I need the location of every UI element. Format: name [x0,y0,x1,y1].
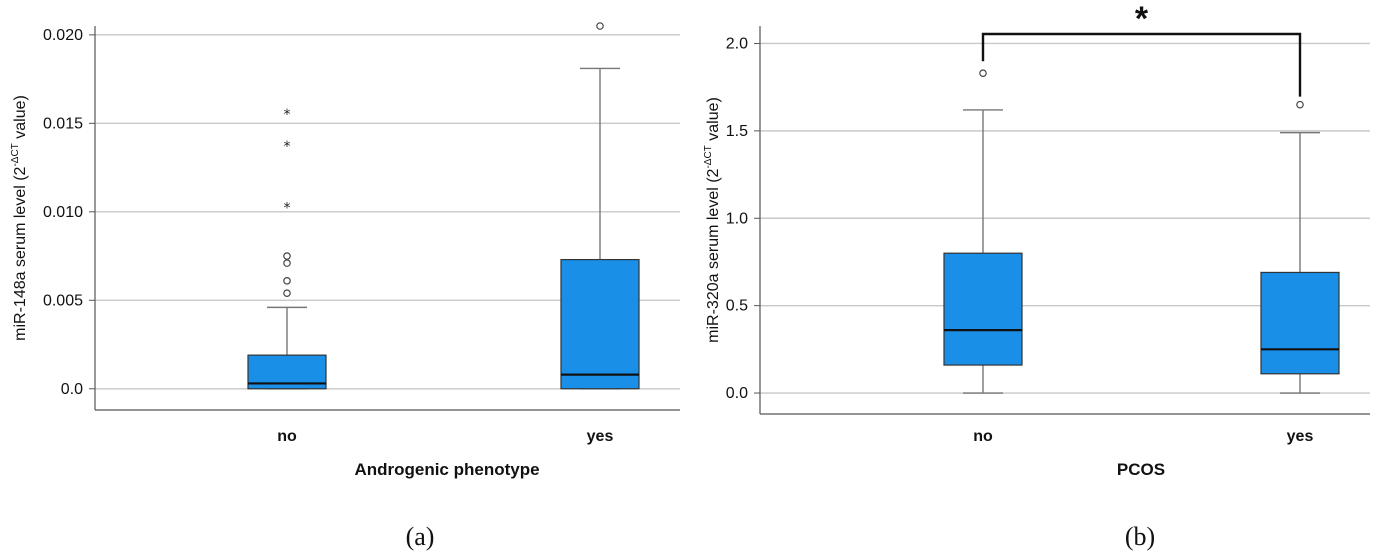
y-axis-label-suffix: value) [705,97,722,145]
outlier-point [283,259,291,267]
outlier-point [596,22,604,30]
outlier-point [979,69,987,77]
panel-label: (a) [406,522,435,551]
chart-panel-b: 0.0 0.5 1.0 1.5 2.0 no yes * PCOS miR-320a serum … [703,0,1370,551]
y-axis-label: miR-148a serum level (2-ΔCT value) [10,95,29,341]
significance-bracket [981,32,1302,97]
y-tick-label: 1.0 [726,210,748,227]
extreme-point: * [284,139,291,155]
x-axis-label: Androgenic phenotype [354,460,539,479]
x-axis-label: PCOS [1117,460,1165,479]
extreme-point: * [284,201,291,217]
y-tick-label: 0.020 [43,27,83,44]
outlier-point [283,277,291,285]
panel-label: (b) [1125,522,1155,551]
y-axis-label-superscript: -ΔCT [703,145,714,168]
box-no: * * * [247,107,327,390]
y-tick-label: 0.0 [61,381,83,398]
y-tick-label: 0.5 [726,298,748,315]
y-axis-label-suffix: value) [12,95,29,143]
x-tick-label: no [973,428,993,445]
iqr-box [943,252,1023,366]
box-yes [1260,100,1340,394]
significance-marker: * [1135,0,1149,38]
y-tick-label: 0.010 [43,204,83,221]
x-tick-label: no [277,428,297,445]
iqr-box [1260,271,1340,375]
x-tick-label: yes [1287,428,1314,445]
y-tick-label: 2.0 [726,35,748,52]
y-tick-label: 0.005 [43,292,83,309]
box-yes [560,22,640,390]
iqr-box [560,258,640,390]
box-no [943,69,1023,394]
y-axis-label: miR-320a serum level (2-ΔCT value) [703,97,722,343]
y-axis-label-main: miR-148a serum level (2 [12,166,29,340]
outlier-point [1296,100,1304,109]
y-tick-label: 1.5 [726,123,748,140]
chart-panel-a: 0.0 0.005 0.010 0.015 0.020 * * * no yes Androgeni… [10,22,680,551]
outlier-point [283,289,291,298]
y-axis-label-main: miR-320a serum level (2 [705,168,722,342]
y-axis-label-superscript: -ΔCT [10,143,21,166]
extreme-point: * [284,107,291,123]
x-tick-label: yes [587,428,614,445]
y-tick-label: 0.0 [726,385,748,402]
y-tick-label: 0.015 [43,115,83,132]
outlier-point [283,252,291,260]
